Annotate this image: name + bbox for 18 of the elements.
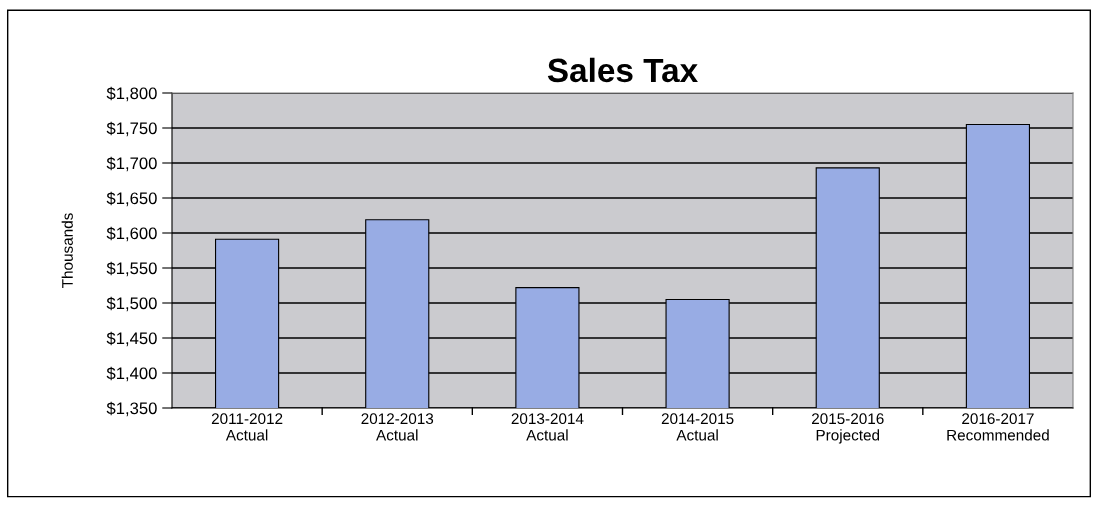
x-tick-label: 2013-2014 Actual: [511, 413, 584, 441]
y-tick-label: $1,550: [106, 261, 157, 277]
y-tick-label: $1,400: [106, 366, 157, 382]
y-tick-label: $1,350: [106, 401, 157, 417]
y-axis-title: Thousands: [61, 213, 73, 288]
x-tick-label: 2015-2016 Projected: [811, 413, 884, 444]
x-tick-label: 2012-2013 Actual: [361, 413, 434, 441]
y-tick-label: $1,500: [106, 296, 157, 312]
y-tick-label: $1,700: [106, 156, 157, 172]
y-tick-label: $1,450: [106, 331, 157, 347]
chart-title: Sales Tax: [547, 57, 698, 83]
x-tick-label: 2011-2012 Actual: [211, 413, 283, 441]
x-tick-label: 2016-2017 Recommended: [947, 413, 1049, 441]
y-tick-label: $1,650: [106, 191, 157, 207]
x-tick-label: 2014-2015 Actual: [661, 413, 734, 441]
y-tick-label: $1,750: [106, 121, 157, 137]
y-tick-label: $1,800: [106, 86, 157, 102]
y-tick-label: $1,600: [106, 226, 157, 242]
